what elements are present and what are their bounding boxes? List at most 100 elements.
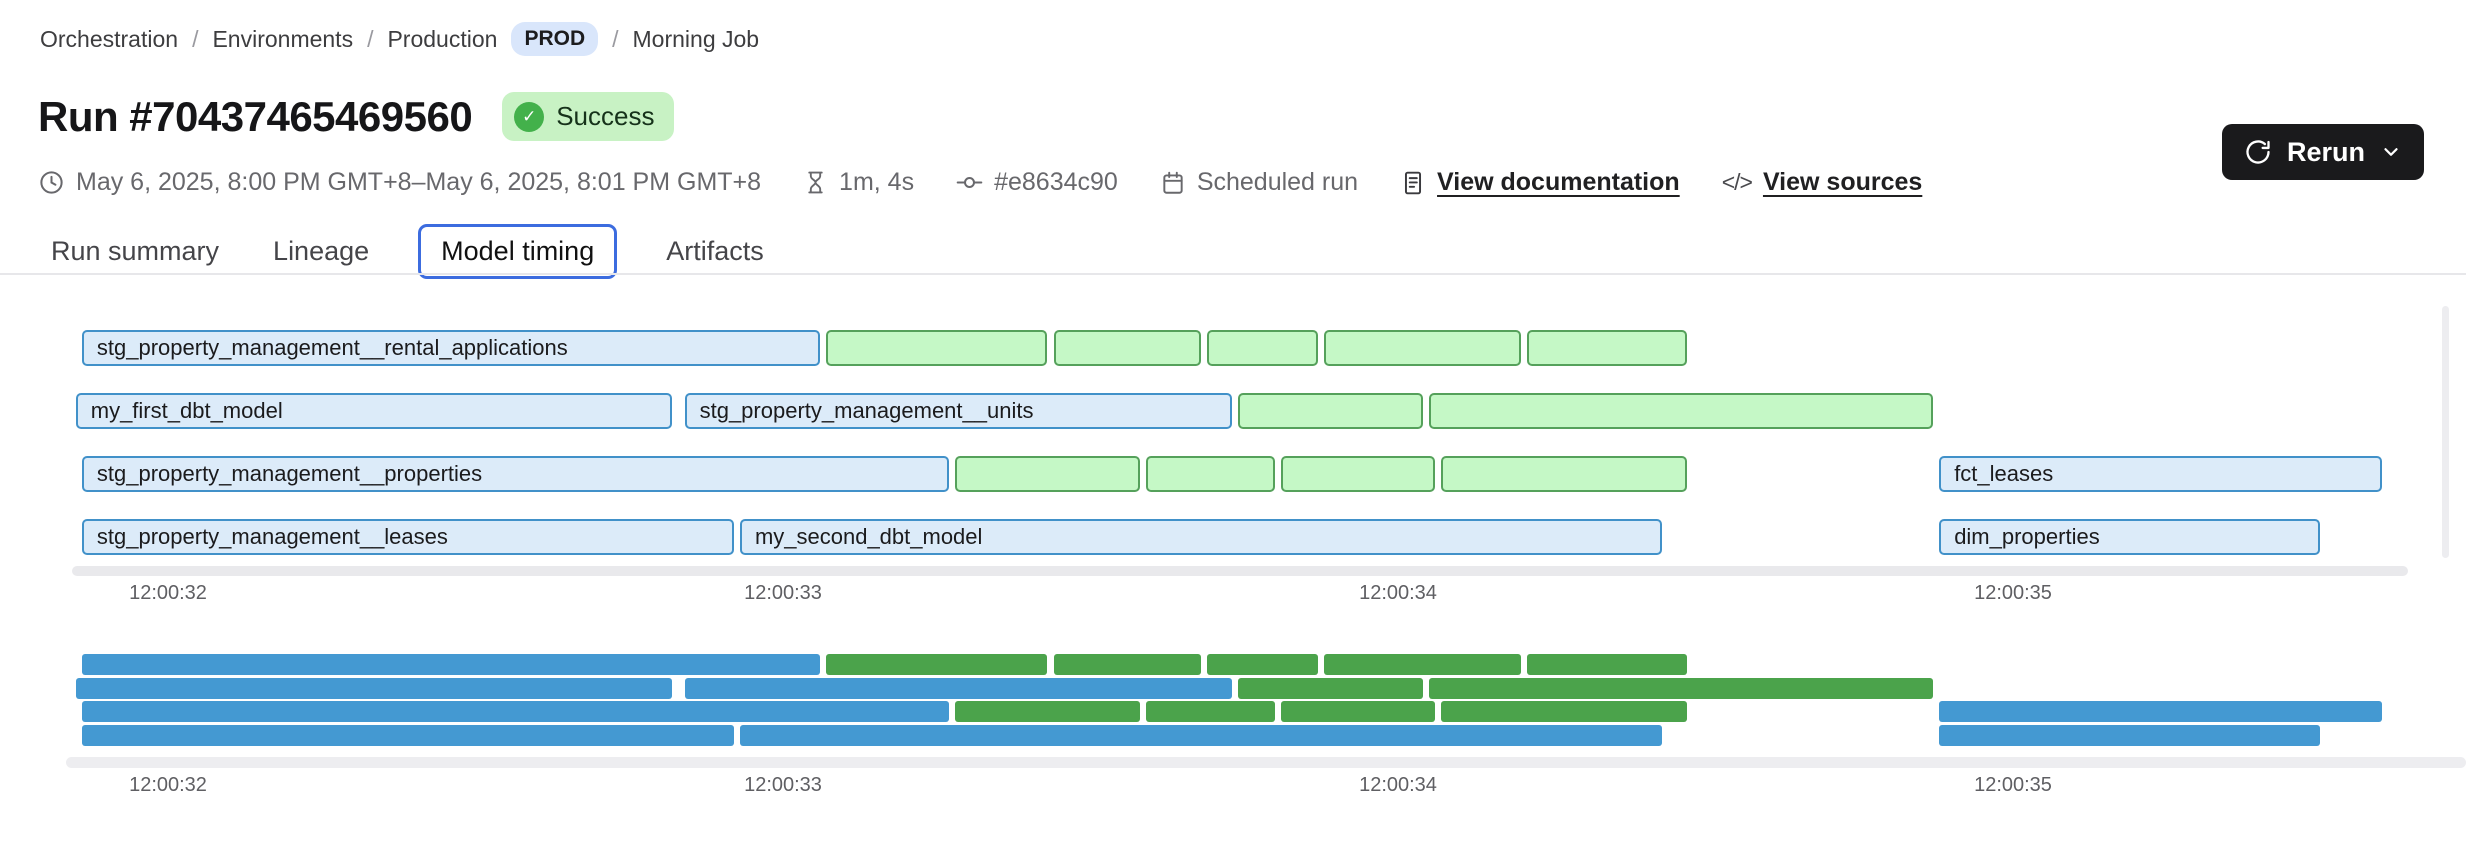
bar-label: stg_property_management__leases [96, 524, 448, 549]
gantt-bar-model[interactable]: dim_properties [1939, 519, 2321, 555]
time-axis-label: 12:00:34 [1359, 582, 1437, 604]
commit-hash: #e8634c90 [956, 168, 1118, 197]
gantt-bar-model[interactable]: fct_leases [1939, 456, 2382, 492]
gantt-bar-model[interactable]: my_second_dbt_model [739, 519, 1663, 555]
rerun-button[interactable]: Rerun [2221, 124, 2424, 180]
mini-bar-test [826, 654, 1048, 675]
mini-bar-test [1324, 654, 1521, 675]
gantt-bar-test[interactable] [1527, 330, 1688, 366]
mini-bar-model [1939, 701, 2382, 723]
page-title: Run #70437465469560 [38, 92, 473, 140]
run-meta-row: May 6, 2025, 8:00 PM GMT+8–May 6, 2025, … [38, 168, 1922, 197]
mini-bar-model [1939, 725, 2321, 746]
gantt-bar-test[interactable] [1281, 456, 1435, 492]
breadcrumb-morning-job[interactable]: Morning Job [632, 25, 760, 52]
gantt-bar-test[interactable] [1238, 393, 1423, 429]
mini-bar-model [81, 701, 950, 723]
mini-bar-test [1428, 677, 1934, 699]
status-label: Success [556, 101, 655, 131]
tab-run-summary[interactable]: Run summary [51, 236, 220, 266]
time-axis-label: 12:00:35 [1974, 582, 2052, 604]
mini-bar-test [955, 701, 1140, 723]
time-axis-label: 12:00:35 [1974, 774, 2052, 796]
gantt-bar-test[interactable] [826, 330, 1048, 366]
breadcrumb-separator: / [367, 25, 374, 52]
gantt-vertical-scrollbar[interactable] [2442, 306, 2449, 558]
time-axis-label: 12:00:34 [1359, 774, 1437, 796]
view-documentation-label[interactable]: View documentation [1437, 168, 1680, 196]
code-icon: </> [1721, 169, 1753, 195]
chevron-down-icon [2384, 148, 2398, 156]
mini-bar-model [75, 677, 673, 699]
bar-label: my_second_dbt_model [754, 524, 983, 549]
gantt-bar-test[interactable] [955, 456, 1140, 492]
mini-bar-test [1441, 701, 1688, 723]
tab-artifacts[interactable]: Artifacts [666, 236, 764, 266]
mini-bar-test [1207, 654, 1319, 675]
bar-label: dim_properties [1954, 524, 2100, 549]
rerun-label: Rerun [2286, 136, 2365, 167]
gantt-bar-model[interactable]: my_first_dbt_model [75, 393, 673, 429]
refresh-icon [2246, 140, 2270, 164]
bar-label: stg_property_management__properties [96, 461, 483, 486]
run-duration: 1m, 4s [803, 168, 914, 197]
run-trigger: Scheduled run [1160, 168, 1358, 197]
mini-bar-model [81, 725, 734, 746]
hourglass-icon [808, 171, 823, 194]
gantt-bar-model[interactable]: stg_property_management__units [684, 393, 1232, 429]
breadcrumb-production[interactable]: Production [387, 25, 498, 52]
run-tabs: Run summary Lineage Model timing Artifac… [46, 224, 769, 279]
mini-bar-test [1053, 654, 1202, 675]
calendar-icon [1163, 171, 1183, 194]
gantt-bar-test[interactable] [1053, 330, 1202, 366]
breadcrumb-separator: / [192, 25, 199, 52]
clock-icon [40, 171, 63, 194]
breadcrumb-orchestration[interactable]: Orchestration [40, 25, 179, 52]
time-axis-label: 12:00:32 [129, 774, 207, 796]
gantt-bar-test[interactable] [1207, 330, 1319, 366]
tab-model-timing[interactable]: Model timing [418, 224, 618, 279]
gantt-bar-test[interactable] [1324, 330, 1521, 366]
gantt-horizontal-scrollbar[interactable] [72, 566, 2408, 576]
mini-bar-model [739, 725, 1663, 746]
view-documentation-link[interactable]: View documentation [1400, 168, 1680, 197]
run-trigger-text: Scheduled run [1196, 168, 1359, 196]
tabs-divider [0, 273, 2466, 275]
time-axis-label: 12:00:33 [744, 582, 822, 604]
time-axis-label: 12:00:32 [129, 582, 207, 604]
gantt-bar-model[interactable]: stg_property_management__leases [81, 519, 734, 555]
mini-bar-test [1281, 701, 1435, 723]
prod-environment-badge: PROD [511, 22, 599, 56]
mini-bar-test [1527, 654, 1688, 675]
check-circle-icon: ✓ [514, 101, 545, 132]
gantt-bar-test[interactable] [1441, 456, 1688, 492]
run-time-range-text: May 6, 2025, 8:00 PM GMT+8–May 6, 2025, … [76, 168, 762, 196]
run-time-range: May 6, 2025, 8:00 PM GMT+8–May 6, 2025, … [38, 168, 761, 197]
mini-bar-test [1145, 701, 1275, 723]
bar-label: fct_leases [1954, 461, 2054, 486]
view-sources-label[interactable]: View sources [1762, 168, 1923, 196]
tab-lineage[interactable]: Lineage [273, 236, 370, 266]
gantt-bar-test[interactable] [1145, 456, 1275, 492]
breadcrumb-environments[interactable]: Environments [212, 25, 354, 52]
title-row: Run #70437465469560 ✓ Success [38, 92, 675, 141]
gantt-bar-model[interactable]: stg_property_management__properties [81, 456, 950, 492]
status-badge: ✓ Success [502, 92, 675, 141]
commit-hash-text: #e8634c90 [994, 168, 1118, 196]
breadcrumb: Orchestration / Environments / Productio… [40, 22, 759, 56]
minimap-bottom-scrollbar[interactable] [66, 757, 2466, 768]
mini-bar-test [1238, 677, 1423, 699]
document-icon [1405, 171, 1422, 194]
mini-bar-model [684, 677, 1232, 699]
commit-icon [956, 176, 983, 189]
view-sources-link[interactable]: </> View sources [1722, 168, 1923, 197]
time-axis-label: 12:00:33 [744, 774, 822, 796]
bar-label: stg_property_management__rental_applicat… [96, 335, 568, 360]
bar-label: stg_property_management__units [699, 398, 1034, 423]
run-duration-text: 1m, 4s [839, 168, 915, 196]
gantt-bar-test[interactable] [1428, 393, 1934, 429]
breadcrumb-separator: / [612, 25, 619, 52]
mini-bar-model [81, 654, 820, 675]
gantt-bar-model[interactable]: stg_property_management__rental_applicat… [81, 330, 820, 366]
